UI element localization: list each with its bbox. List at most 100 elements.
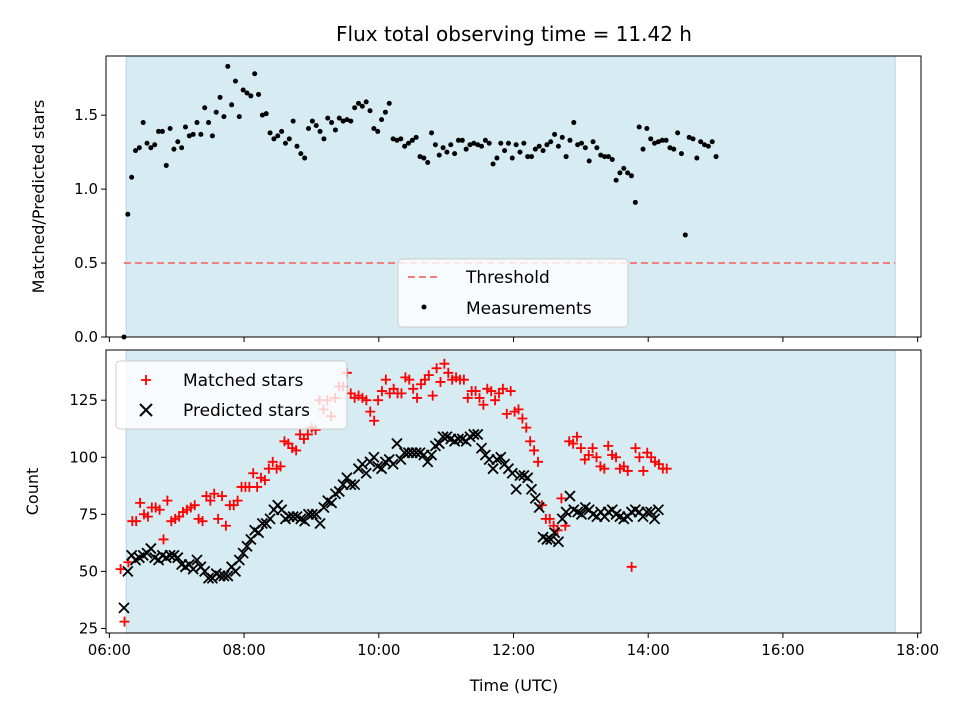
measurement-point <box>625 170 631 176</box>
x-tick-label: 16:00 <box>761 641 804 659</box>
measurement-point <box>148 145 154 151</box>
measurement-point <box>206 120 212 126</box>
measurement-point <box>490 161 496 167</box>
measurement-point <box>256 91 262 97</box>
predicted-star-point <box>387 458 399 470</box>
measurement-point <box>325 115 331 121</box>
predicted-star-point <box>556 513 568 525</box>
predicted-star-point <box>118 602 130 614</box>
predicted-star-point <box>575 508 588 520</box>
legend: Threshold Measurements <box>397 258 629 328</box>
measurement-point <box>232 78 238 84</box>
matched-star-point <box>404 374 415 385</box>
matched-star-point <box>135 497 146 508</box>
predicted-star-point <box>648 513 661 525</box>
predicted-star-point <box>652 504 665 516</box>
predicted-star-point <box>256 517 269 530</box>
legend-label: Matched stars <box>183 371 303 391</box>
measurement-point <box>282 140 288 146</box>
measurement-point <box>367 108 373 114</box>
measurement-point <box>671 146 677 152</box>
measurement-point <box>486 140 492 146</box>
measurement-point <box>444 149 450 155</box>
measurement-point <box>236 114 242 120</box>
measurement-point <box>675 130 681 136</box>
predicted-star-point <box>422 456 434 468</box>
measurement-point <box>609 157 615 163</box>
measurement-point <box>309 118 315 124</box>
measurement-point <box>652 140 658 146</box>
measurement-point <box>225 63 231 69</box>
matched-star-point <box>439 358 450 369</box>
predicted-star-point <box>306 508 318 520</box>
matched-star-point <box>205 495 216 506</box>
matched-star-point <box>517 413 528 424</box>
measurement-point <box>463 146 469 152</box>
matched-star-point <box>423 370 434 381</box>
measurement-point <box>252 71 258 77</box>
measurement-point <box>190 131 196 137</box>
measurement-point <box>632 199 638 205</box>
y-axis-label: Count <box>23 468 42 516</box>
legend-measurement-swatch <box>421 304 427 310</box>
predicted-star-point <box>318 501 330 514</box>
measurement-point <box>494 155 500 161</box>
measurement-point <box>713 154 719 160</box>
matched-star-point <box>232 495 243 506</box>
predicted-star-point <box>233 554 245 566</box>
predicted-star-point <box>360 467 372 479</box>
measurement-point <box>321 136 327 142</box>
predicted-star-point <box>349 479 361 491</box>
y-tick-label: 100 <box>69 448 98 466</box>
measurement-point <box>240 87 246 93</box>
measurement-point <box>598 152 604 158</box>
predicted-star-point <box>191 554 203 566</box>
predicted-star-point <box>229 565 242 578</box>
predicted-star-point <box>468 428 480 441</box>
predicted-star-point <box>525 483 538 495</box>
y-tick-label: 0.5 <box>74 254 98 272</box>
measurement-point <box>448 142 454 148</box>
measurement-point <box>529 154 535 160</box>
matched-star-point <box>544 513 555 524</box>
measurement-point <box>602 154 608 160</box>
measurement-point <box>363 99 369 105</box>
measurement-point <box>686 134 692 140</box>
matched-star-point <box>478 399 489 410</box>
measurement-point <box>559 134 565 140</box>
measurement-point <box>229 102 235 108</box>
measurement-point <box>563 154 569 160</box>
figure-title: Flux total observing time = 11.42 h <box>336 22 692 46</box>
measurement-point <box>663 137 669 143</box>
measurement-point <box>621 165 627 171</box>
measurement-point <box>648 136 654 142</box>
matched-star-point <box>267 456 278 467</box>
matched-star-point <box>162 495 173 506</box>
measurement-point <box>505 140 511 146</box>
measurement-point <box>186 133 192 139</box>
measurement-point <box>371 125 377 131</box>
measurement-point <box>659 137 665 143</box>
y-tick-label: 50 <box>79 562 98 580</box>
measurement-point <box>244 90 250 96</box>
matched-star-point <box>622 465 633 476</box>
matched-star-point <box>533 456 543 467</box>
measurement-point <box>275 133 281 139</box>
measurement-point <box>571 120 577 126</box>
measurement-point <box>552 131 558 137</box>
measurement-point <box>163 162 169 168</box>
matched-star-point <box>611 452 622 463</box>
y-tick-label: 125 <box>69 391 98 409</box>
matched-star-point <box>252 481 263 492</box>
series-predicted-stars <box>118 428 665 614</box>
series-matched-stars <box>115 358 672 627</box>
measurement-point <box>221 114 227 120</box>
measurement-point <box>202 105 208 111</box>
measurement-point <box>521 140 527 146</box>
measurement-point <box>694 155 700 161</box>
predicted-star-point <box>552 536 565 548</box>
measurement-point <box>498 140 504 146</box>
measurement-point <box>290 118 296 124</box>
